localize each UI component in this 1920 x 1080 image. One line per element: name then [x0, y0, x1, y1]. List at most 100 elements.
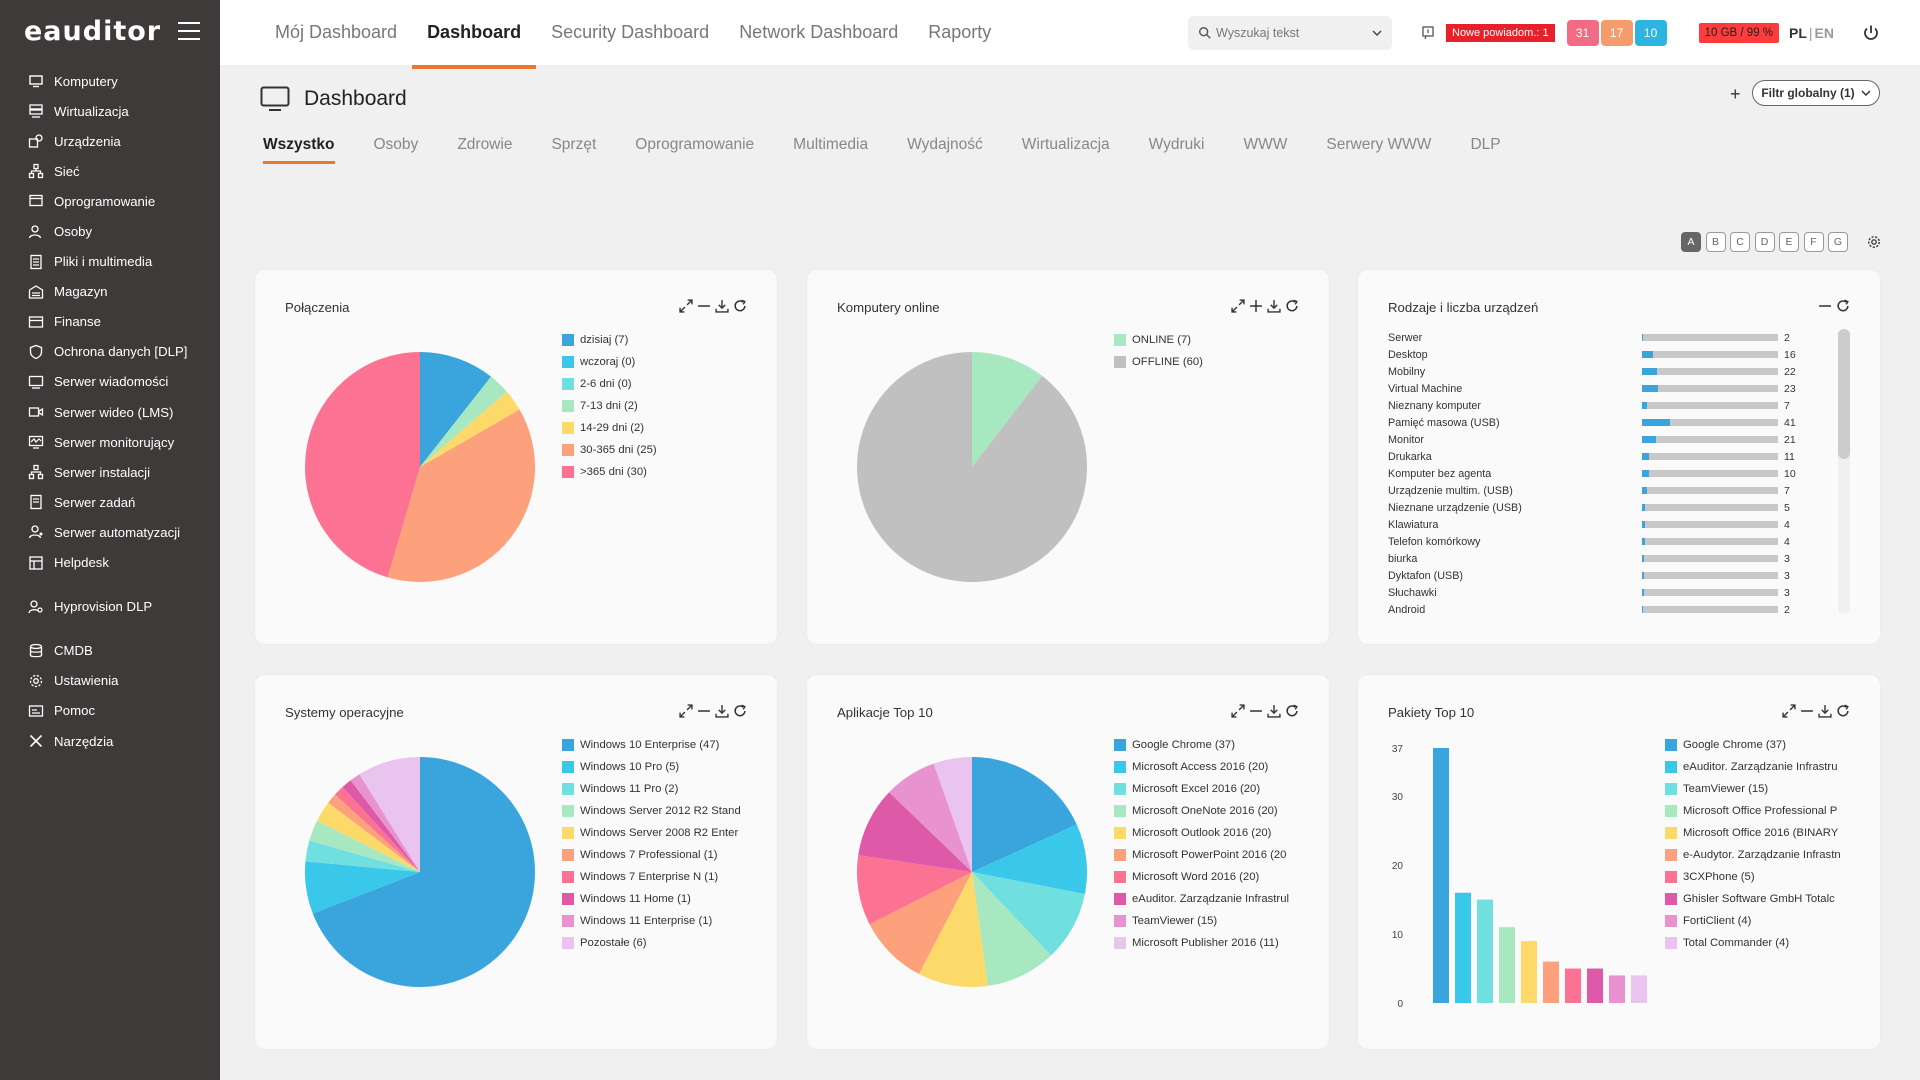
sidebar-item-serwer-automatyzacji[interactable]: Serwer automatyzacji	[0, 517, 220, 547]
subtab-oprogramowanie[interactable]: Oprogramowanie	[635, 136, 755, 153]
pie-slice-windows-11-home[interactable]	[342, 780, 420, 872]
hamburger-menu-icon[interactable]	[178, 22, 200, 40]
legend-item[interactable]: 2-6 dni (0)	[562, 373, 752, 395]
subtab-osoby[interactable]: Osoby	[373, 136, 419, 153]
sidebar-item-oprogramowanie[interactable]: Oprogramowanie	[0, 186, 220, 216]
legend-item[interactable]: FortiClient (4)	[1665, 910, 1855, 932]
tab-dashboard[interactable]: Dashboard	[412, 0, 537, 69]
layout-button-f[interactable]: F	[1803, 232, 1824, 252]
device-row[interactable]: Drukarka 11	[1388, 448, 1808, 465]
legend-item[interactable]: OFFLINE (60)	[1114, 351, 1304, 373]
sidebar-item-magazyn[interactable]: Magazyn	[0, 277, 220, 307]
legend-item[interactable]: Microsoft Excel 2016 (20)	[1114, 778, 1304, 800]
legend-item[interactable]: Windows Server 2012 R2 Stand	[562, 800, 752, 822]
tab-raporty[interactable]: Raporty	[928, 22, 992, 42]
minimize-icon[interactable]	[697, 704, 711, 718]
pie-slice-google-chrome[interactable]	[972, 757, 1077, 872]
legend-item[interactable]: Windows 10 Pro (5)	[562, 756, 752, 778]
bar-forticlient[interactable]	[1609, 975, 1625, 1003]
legend-item[interactable]: Microsoft Outlook 2016 (20)	[1114, 822, 1304, 844]
legend-item[interactable]: eAuditor. Zarządzanie Infrastru	[1665, 756, 1855, 778]
legend-item[interactable]: >365 dni (30)	[562, 461, 752, 483]
search-box[interactable]: Wyszukaj tekst	[1188, 16, 1392, 50]
device-row[interactable]: Komputer bez agenta 10	[1388, 465, 1808, 482]
minimize-icon[interactable]	[1818, 299, 1832, 313]
device-row[interactable]: Dyktafon (USB) 3	[1388, 567, 1808, 584]
legend-item[interactable]: dzisiaj (7)	[562, 329, 752, 351]
pie-slice-offline[interactable]	[857, 352, 1087, 582]
pie-slice-windows-server-2012-r2-stand[interactable]	[309, 820, 420, 872]
expand-icon[interactable]	[1782, 704, 1796, 718]
legend-item[interactable]: Google Chrome (37)	[1665, 734, 1855, 756]
legend-item[interactable]: Total Commander (4)	[1665, 932, 1855, 954]
legend-item[interactable]: Microsoft Office Professional P	[1665, 800, 1855, 822]
language-switch[interactable]: PL | EN	[1789, 25, 1834, 41]
refresh-icon[interactable]	[1285, 704, 1299, 718]
bar-e-audytor-zarzadzanie-infrastn[interactable]	[1543, 961, 1559, 1003]
device-row[interactable]: Telefon komórkowy 4	[1388, 533, 1808, 550]
download-icon[interactable]	[1267, 704, 1281, 718]
sidebar-item-pomoc[interactable]: Pomoc	[0, 696, 220, 726]
subtab-serwery-www[interactable]: Serwery WWW	[1326, 136, 1432, 153]
add-widget-button[interactable]: +	[1730, 84, 1741, 104]
pie-slice-microsoft-powerpoint-2016[interactable]	[869, 872, 972, 975]
layout-button-d[interactable]: D	[1754, 232, 1775, 252]
legend-item[interactable]: 30-365 dni (25)	[562, 439, 752, 461]
subtab-wydajnosc[interactable]: Wydajność	[907, 136, 983, 153]
pie-slice-microsoft-word-2016[interactable]	[857, 855, 972, 925]
refresh-icon[interactable]	[1285, 299, 1299, 313]
download-icon[interactable]	[1818, 704, 1832, 718]
subtab-wydruki[interactable]: Wydruki	[1148, 136, 1205, 153]
pie-slice-windows-7-enterprise-n[interactable]	[335, 787, 420, 872]
power-icon[interactable]	[1862, 24, 1880, 42]
device-row[interactable]: Nieznany komputer 7	[1388, 397, 1808, 414]
subtab-multimedia[interactable]: Multimedia	[793, 136, 869, 153]
download-icon[interactable]	[715, 299, 729, 313]
sidebar-item-serwer-zadan[interactable]: Serwer zadań	[0, 487, 220, 517]
legend-item[interactable]: eAuditor. Zarządzanie Infrastrul	[1114, 888, 1304, 910]
pie-slice-microsoft-publisher-2016[interactable]	[933, 757, 972, 872]
subtab-wszystko[interactable]: Wszystko	[263, 136, 335, 164]
sidebar-item-urzadzenia[interactable]: Urządzenia	[0, 126, 220, 156]
legend-item[interactable]: Windows Server 2008 R2 Enter	[562, 822, 752, 844]
pie-slice-windows-10-enterprise[interactable]	[312, 757, 535, 987]
lang-en[interactable]: EN	[1814, 25, 1834, 41]
subtab-dlp[interactable]: DLP	[1470, 136, 1501, 153]
counter-badge-orange[interactable]: 17	[1600, 20, 1633, 46]
bar-eauditor-zarzadzanie-infrastru[interactable]	[1455, 892, 1471, 1003]
tab-moj-dashboard[interactable]: Mój Dashboard	[275, 22, 398, 42]
sidebar-item-serwer-monitorujacy[interactable]: Serwer monitorujący	[0, 427, 220, 457]
legend-item[interactable]: Ghisler Software GmbH Totalc	[1665, 888, 1855, 910]
legend-item[interactable]: 7-13 dni (2)	[562, 395, 752, 417]
pie-slice-windows-11-enterprise[interactable]	[350, 774, 420, 872]
sidebar-item-serwer-wideo-lms[interactable]: Serwer wideo (LMS)	[0, 397, 220, 427]
device-row[interactable]: Virtual Machine 23	[1388, 380, 1808, 397]
counter-badge-blue[interactable]: 10	[1634, 20, 1667, 46]
device-row[interactable]: Mobilny 22	[1388, 363, 1808, 380]
download-icon[interactable]	[715, 704, 729, 718]
pie-slice-microsoft-outlook-2016[interactable]	[918, 872, 988, 987]
sidebar-item-osoby[interactable]: Osoby	[0, 216, 220, 246]
legend-item[interactable]: Microsoft PowerPoint 2016 (20	[1114, 844, 1304, 866]
bar-ghisler-software-gmbh-totalc[interactable]	[1587, 968, 1603, 1003]
pie-slice-windows-11-pro[interactable]	[305, 840, 420, 872]
minimize-icon[interactable]	[1249, 704, 1263, 718]
counter-badge-red[interactable]: 31	[1566, 20, 1599, 46]
device-row[interactable]: Desktop 16	[1388, 346, 1808, 363]
pie-slice-windows-10-pro[interactable]	[305, 861, 420, 914]
app-logo[interactable]: eauditor	[24, 15, 162, 47]
legend-item[interactable]: wczoraj (0)	[562, 351, 752, 373]
scrollbar[interactable]	[1838, 329, 1850, 614]
minimize-icon[interactable]	[1800, 704, 1814, 718]
settings-gear-icon[interactable]	[1867, 235, 1881, 249]
minimize-icon[interactable]	[697, 299, 711, 313]
bar-microsoft-office-2016-binary[interactable]	[1521, 940, 1537, 1003]
legend-item[interactable]: Microsoft Word 2016 (20)	[1114, 866, 1304, 888]
legend-item[interactable]: e-Audytor. Zarządzanie Infrastn	[1665, 844, 1855, 866]
refresh-icon[interactable]	[733, 299, 747, 313]
legend-item[interactable]: Google Chrome (37)	[1114, 734, 1304, 756]
layout-button-b[interactable]: B	[1705, 232, 1726, 252]
refresh-icon[interactable]	[1836, 299, 1850, 313]
sidebar-item-helpdesk[interactable]: Helpdesk	[0, 548, 220, 578]
sidebar-item-pliki-i-multimedia[interactable]: Pliki i multimedia	[0, 247, 220, 277]
